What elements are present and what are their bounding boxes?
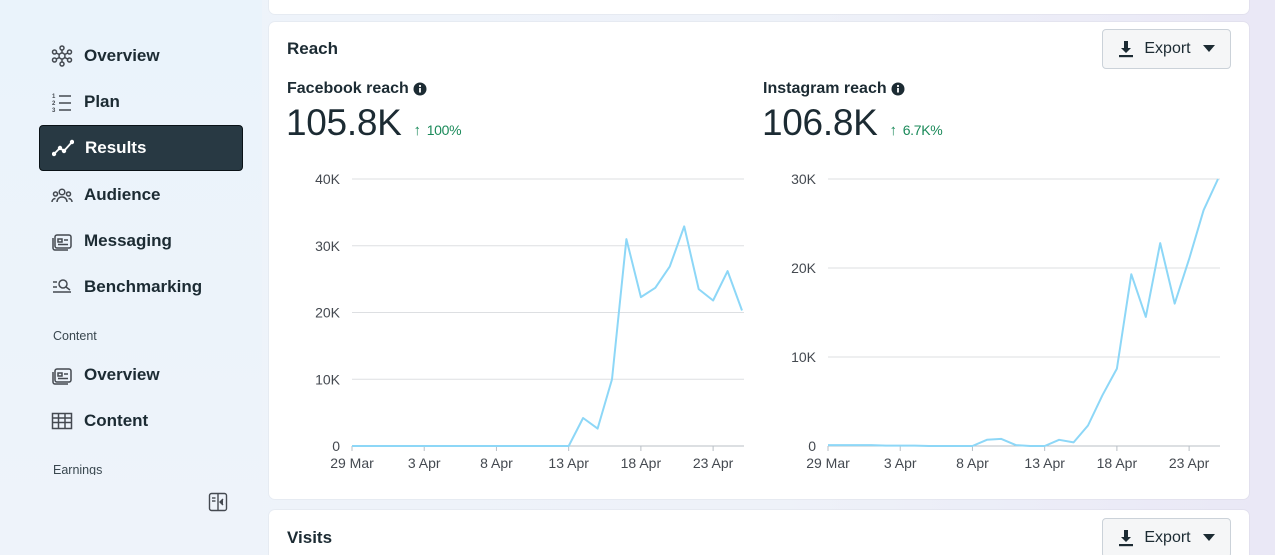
numbered-list-icon: 1 2 3 [50,90,74,114]
reach-card: Reach Export Facebook reach 105.8K ↑ 100… [269,22,1249,499]
sidebar-item-label: Overview [84,46,160,65]
download-icon [1118,529,1134,547]
sidebar-item-results[interactable]: Results [39,125,243,171]
facebook-reach-label-text: Facebook reach [287,80,409,97]
info-icon[interactable] [891,82,905,96]
arrow-up-icon: ↑ [889,122,897,139]
facebook-reach-y-tick-label: 20K [315,305,341,321]
visits-title: Visits [287,528,333,547]
facebook-reach-x-tick-label: 3 Apr [408,455,441,471]
facebook-reach-x-tick-label: 13 Apr [548,455,589,471]
download-icon [1118,40,1134,58]
export-label: Export [1144,529,1191,546]
content-section-heading: Content [53,329,97,343]
instagram-reach-chart: 0 10K 20K 30K 29 Mar 3 Apr 8 Apr 13 Apr 18 Apr 23… [791,171,1220,471]
sidebar-item-benchmarking[interactable]: Benchmarking [39,264,243,310]
instagram-reach-y-tick-label: 30K [791,171,817,187]
svg-text:3: 3 [52,108,56,113]
people-icon [50,183,74,207]
network-icon [50,44,74,68]
sidebar-item-content-overview[interactable]: Overview [39,352,243,398]
arrow-up-icon: ↑ [413,122,421,139]
sidebar-item-label: Results [85,138,147,157]
svg-text:2: 2 [52,101,56,107]
instagram-reach-x-tick-label: 29 Mar [806,455,850,471]
facebook-reach-chart: 0 10K 20K 30K 40K 29 Mar 3 Apr 8 Apr 13 Apr 18 Ap… [315,171,744,471]
sidebar-item-label: Benchmarking [84,277,203,296]
facebook-reach-y-tick-label: 0 [332,438,340,454]
instagram-reach-value: 106.8K ↑ 6.7K% [762,102,943,144]
info-icon[interactable] [413,82,427,96]
sidebar-item-content[interactable]: Content [39,398,243,444]
previous-card [269,0,1249,14]
sidebar-item-messaging[interactable]: Messaging [39,218,243,264]
sidebar: Overview 1 2 3 Plan Results [0,0,262,555]
instagram-reach-y-tick-label: 0 [808,438,816,454]
sidebar-item-label: Messaging [84,231,172,250]
facebook-reach-y-tick-label: 30K [315,238,341,254]
facebook-reach-y-tick-label: 40K [315,171,341,187]
export-button[interactable]: Export [1102,518,1231,555]
instagram-reach-y-tick-label: 10K [791,349,817,365]
facebook-reach-delta-value: 100% [426,122,462,138]
facebook-reach-x-tick-label: 23 Apr [693,455,734,471]
export-button[interactable]: Export [1102,29,1231,69]
earnings-section-heading: Earnings [53,463,103,475]
facebook-reach-x-tick-label: 29 Mar [330,455,374,471]
instagram-reach-y-tick-label: 20K [791,260,817,276]
sidebar-item-plan[interactable]: 1 2 3 Plan [39,79,243,125]
facebook-reach-delta: ↑ 100% [413,122,461,139]
table-icon [50,409,74,433]
sidebar-item-overview[interactable]: Overview [39,33,243,79]
instagram-reach-x-tick-label: 18 Apr [1097,455,1138,471]
svg-text:1: 1 [52,94,56,100]
instagram-reach-number: 106.8K [762,102,878,143]
facebook-reach-y-tick-label: 10K [315,371,341,387]
instagram-reach-x-tick-label: 3 Apr [884,455,917,471]
sidebar-item-label: Plan [84,92,120,111]
instagram-reach-series-line [828,178,1219,447]
sidebar-item-label: Overview [84,365,160,384]
trend-line-icon [51,136,75,160]
reach-title: Reach [287,39,339,58]
instagram-reach-x-tick-label: 23 Apr [1169,455,1210,471]
instagram-reach-x-tick-label: 8 Apr [956,455,989,471]
instagram-reach-x-tick-label: 13 Apr [1024,455,1065,471]
facebook-reach-value: 105.8K ↑ 100% [286,102,462,144]
instagram-reach-label: Instagram reach [763,80,905,98]
facebook-reach-number: 105.8K [286,102,402,143]
collapse-panel-icon [208,492,228,512]
visits-card: Visits Export [269,510,1249,555]
facebook-reach-series-line [352,225,743,447]
export-label: Export [1144,40,1191,57]
chevron-down-icon [1202,534,1215,542]
facebook-reach-x-tick-label: 18 Apr [621,455,662,471]
sidebar-item-label: Audience [84,185,161,204]
facebook-reach-x-tick-label: 8 Apr [480,455,513,471]
instagram-reach-delta: ↑ 6.7K% [889,122,942,139]
sidebar-item-audience[interactable]: Audience [39,172,243,218]
message-card-icon [50,229,74,253]
collapse-sidebar-button[interactable] [207,491,229,513]
search-list-icon [50,275,74,299]
chevron-down-icon [1202,45,1215,53]
instagram-reach-delta-value: 6.7K% [902,122,943,138]
sidebar-item-label: Content [84,411,149,430]
instagram-reach-label-text: Instagram reach [763,80,887,97]
facebook-reach-label: Facebook reach [287,80,427,98]
message-card-icon [50,363,74,387]
